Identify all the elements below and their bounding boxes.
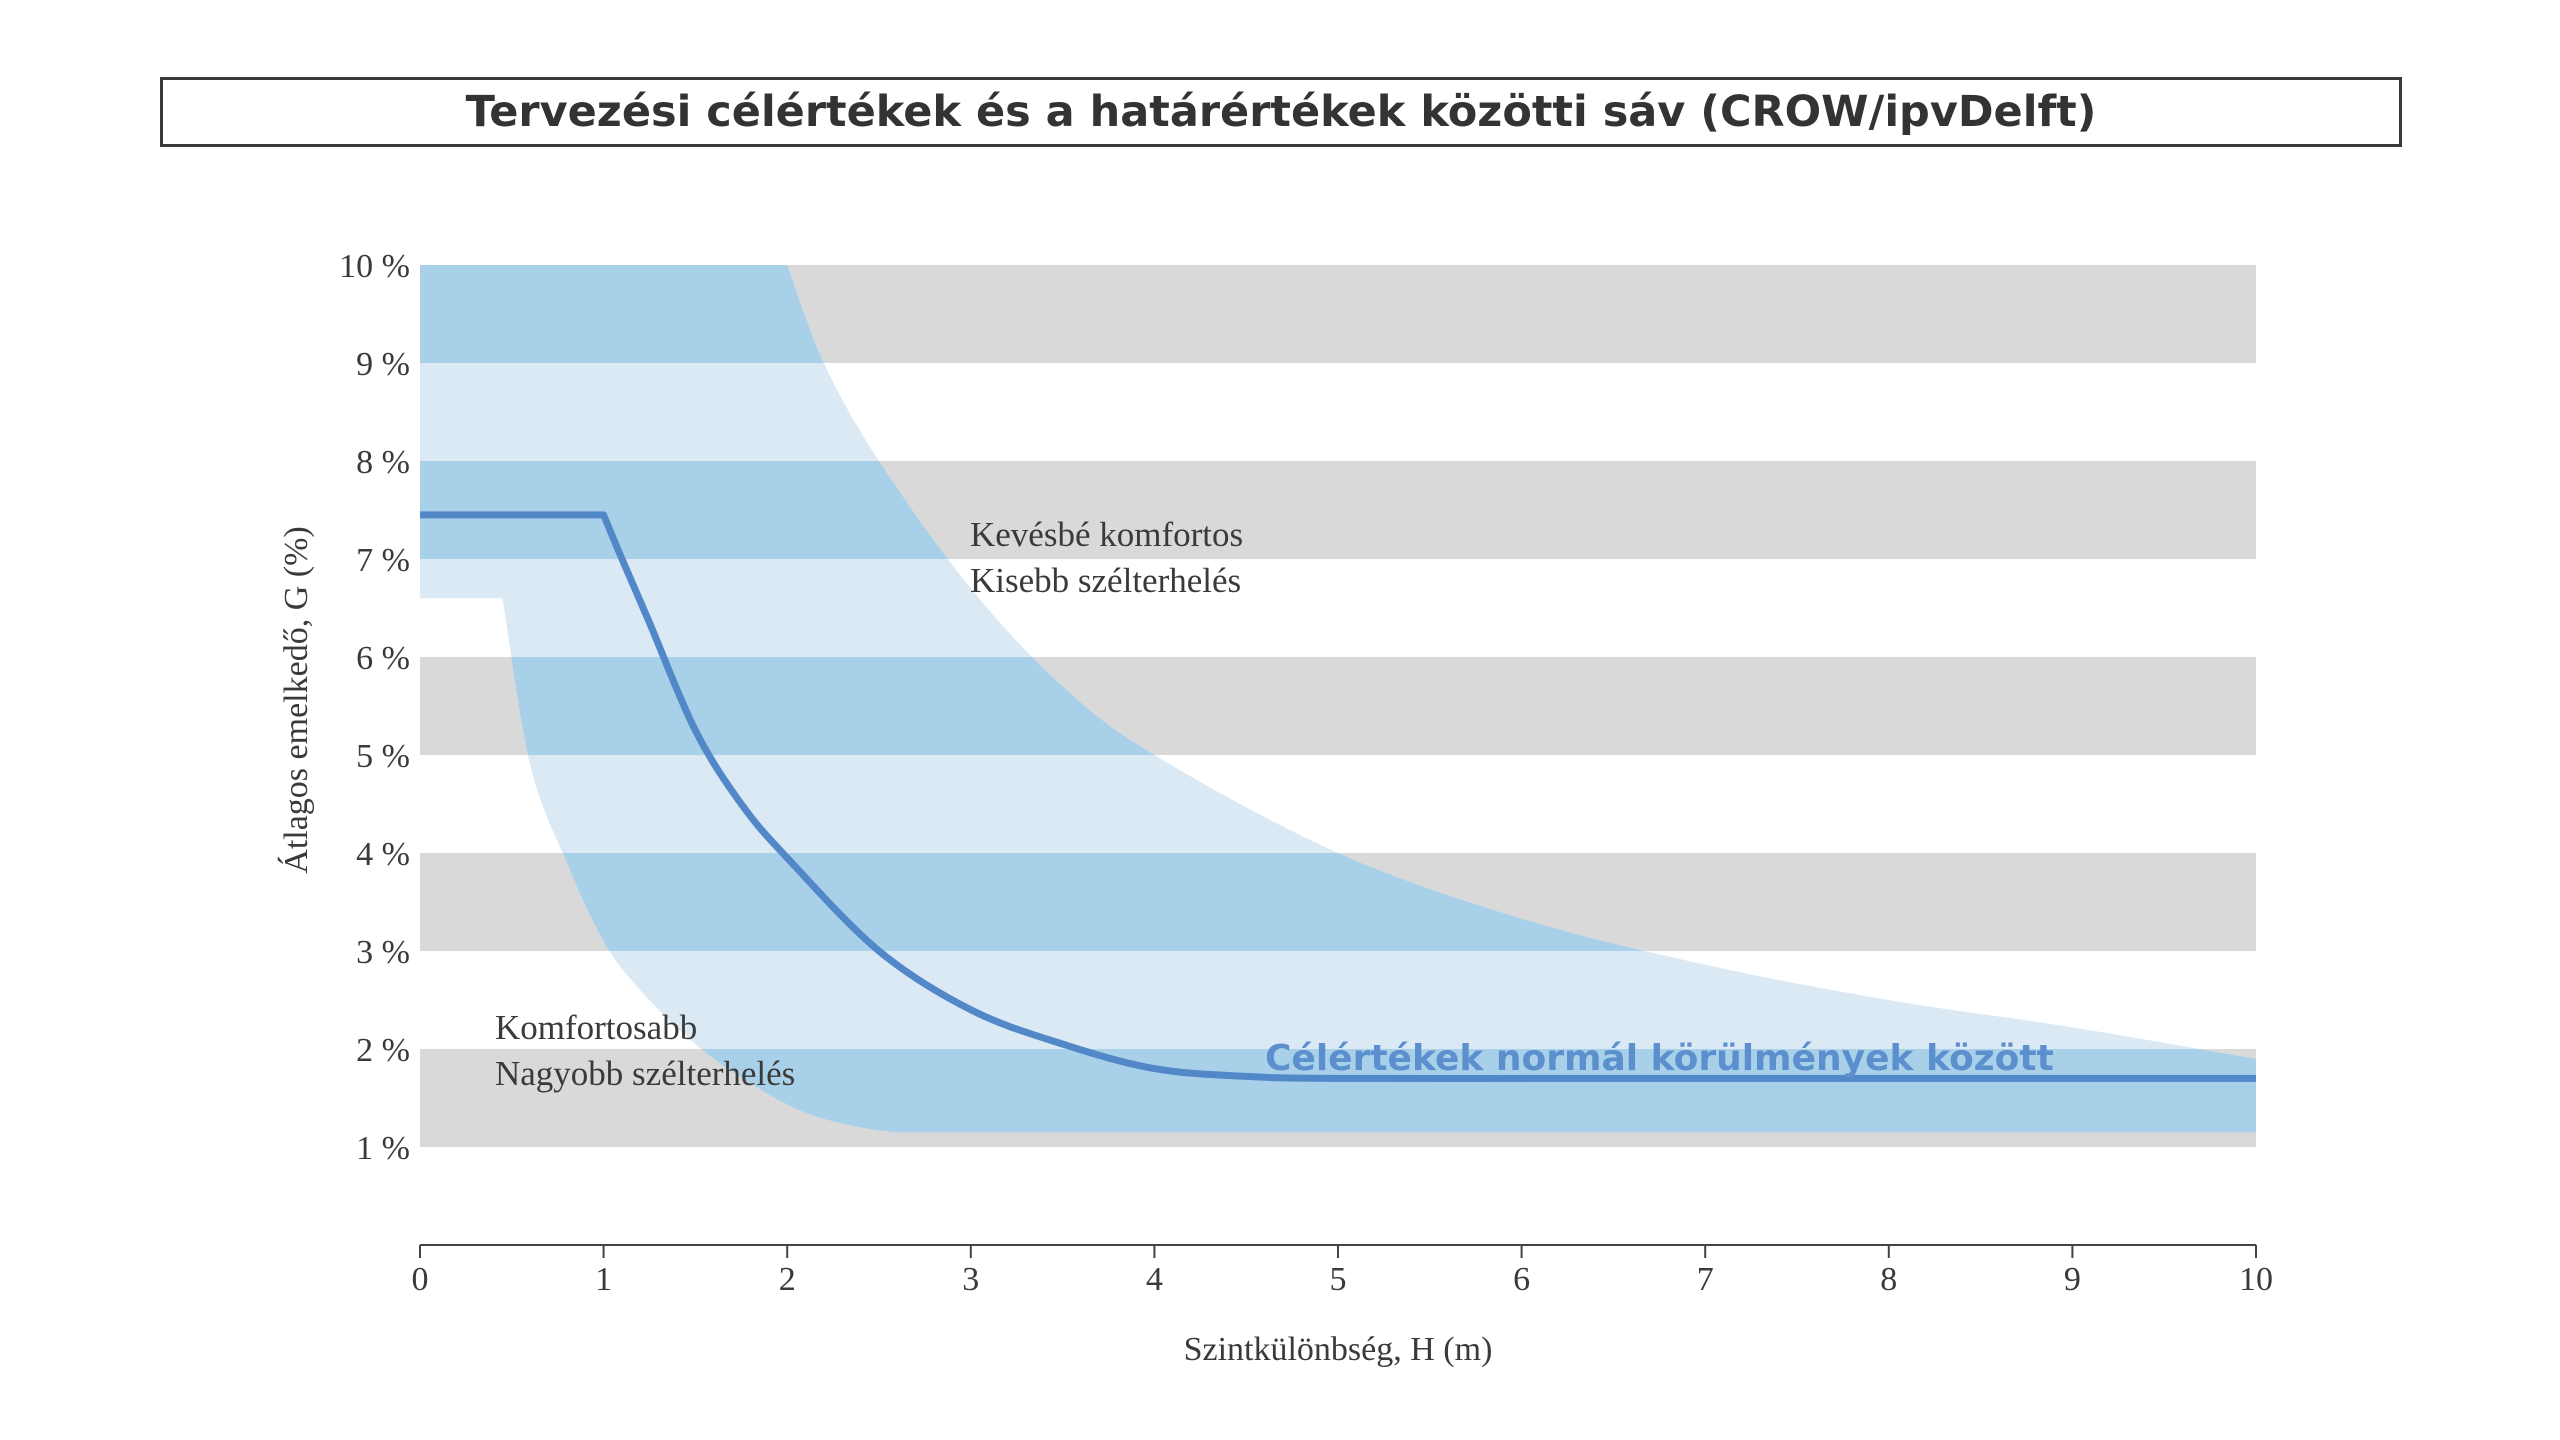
series-line-0 (420, 511, 2256, 1083)
y-tick-label-1: 1 % (356, 1130, 410, 1167)
y-tick-label-4: 4 % (356, 836, 410, 873)
y-axis-label: Átlagos emelkedő, G (%) (278, 526, 315, 873)
y-tick-label-9: 9 % (356, 346, 410, 383)
x-tick-label-10: 10 (2239, 1261, 2273, 1298)
y-tick-label-7: 7 % (356, 542, 410, 579)
x-tick-label-0: 0 (412, 1261, 429, 1298)
y-tick-label-2: 2 % (356, 1032, 410, 1069)
axes-layer: 0 1 2 3 4 5 6 7 8 9 10 1 % 2 % 3 % 4 % 5 % 6 % 7 % 8 % 9 % 1… (339, 248, 2273, 1298)
annotation-upper-line2: Kisebb szélterhelés (970, 561, 1241, 600)
series-line-layer (420, 511, 2256, 1083)
annotation-upper-line1: Kevésbé komfortos (970, 515, 1243, 554)
x-tick-label-4: 4 (1146, 1261, 1163, 1298)
x-tick-label-6: 6 (1513, 1261, 1530, 1298)
y-tick-label-6: 6 % (356, 640, 410, 677)
annotation-lower-line1: Komfortosabb (495, 1008, 697, 1047)
x-tick-label-9: 9 (2064, 1261, 2081, 1298)
x-tick-label-7: 7 (1697, 1261, 1714, 1298)
y-tick-label-10: 10 % (339, 248, 410, 285)
annotation-lower-line2: Nagyobb szélterhelés (495, 1054, 795, 1093)
chart-title: Tervezési célértékek és a határértékek k… (465, 87, 2097, 137)
x-axis-label: Szintkülönbség, H (m) (1184, 1331, 1493, 1368)
chart-title-box: Tervezési célértékek és a határértékek k… (160, 77, 2402, 147)
x-tick-label-5: 5 (1330, 1261, 1347, 1298)
x-tick-label-2: 2 (779, 1261, 796, 1298)
y-tick-label-3: 3 % (356, 934, 410, 971)
series-label: Célértékek normál körülmények között (1265, 1038, 2054, 1079)
x-tick-label-8: 8 (1880, 1261, 1897, 1298)
x-tick-label-1: 1 (595, 1261, 612, 1298)
y-tick-label-5: 5 % (356, 738, 410, 775)
y-tick-label-8: 8 % (356, 444, 410, 481)
x-tick-label-3: 3 (962, 1261, 979, 1298)
